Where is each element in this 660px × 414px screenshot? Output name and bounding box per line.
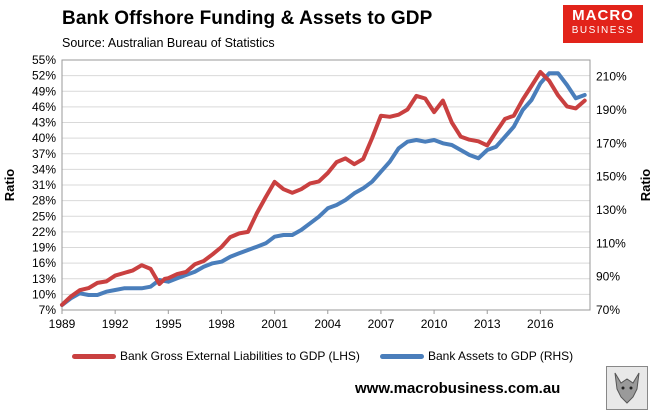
series-line-rhs bbox=[60, 71, 587, 307]
legend-label-lhs: Bank Gross External Liabilities to GDP (… bbox=[120, 349, 360, 363]
x-tick-label: 1992 bbox=[102, 317, 129, 331]
x-tick-label: 2016 bbox=[527, 317, 554, 331]
legend-item-rhs: Bank Assets to GDP (RHS) bbox=[380, 349, 573, 363]
y-right-tick-label: 130% bbox=[596, 203, 627, 217]
y-right-tick-label: 90% bbox=[596, 270, 620, 284]
y-right-tick-label: 170% bbox=[596, 136, 627, 150]
x-tick-label: 2001 bbox=[261, 317, 288, 331]
source-note: Source: Australian Bureau of Statistics bbox=[62, 36, 275, 50]
y-right-tick-label: 110% bbox=[596, 236, 626, 250]
y-left-tick-label: 28% bbox=[32, 194, 56, 208]
y-left-tick-label: 7% bbox=[39, 303, 57, 317]
y-left-tick-label: 37% bbox=[32, 147, 56, 161]
site-url: www.macrobusiness.com.au bbox=[355, 380, 561, 397]
logo-line-1: MACRO bbox=[572, 7, 634, 24]
y-left-tick-label: 10% bbox=[32, 287, 56, 301]
y-axis-left-label: Ratio bbox=[2, 169, 17, 202]
plot-frame bbox=[61, 59, 591, 311]
y-left-tick-label: 52% bbox=[32, 69, 56, 83]
y-right-tick-label: 210% bbox=[596, 70, 627, 84]
y-left-tick-label: 46% bbox=[32, 100, 56, 114]
y-left-tick-label: 16% bbox=[32, 256, 56, 270]
legend-item-lhs: Bank Gross External Liabilities to GDP (… bbox=[72, 349, 360, 363]
y-right-tick-label: 190% bbox=[596, 103, 627, 117]
x-tick-label: 2007 bbox=[368, 317, 395, 331]
logo-line-2: BUSINESS bbox=[571, 25, 635, 36]
x-tick-label: 1995 bbox=[155, 317, 182, 331]
y-left-tick-label: 31% bbox=[32, 178, 56, 192]
macrobusiness-logo: MACRO BUSINESS bbox=[563, 5, 643, 43]
x-tick-label: 1989 bbox=[49, 317, 76, 331]
series-layer bbox=[60, 70, 587, 307]
y-left-tick-label: 19% bbox=[32, 241, 56, 255]
y-left-tick-label: 13% bbox=[32, 272, 56, 286]
x-tick-label: 2013 bbox=[474, 317, 501, 331]
series-line-lhs bbox=[60, 70, 587, 307]
line-chart: 7% 10%13% 16%19% 22% 25%28% 31% 34%37% 40%43% 46… bbox=[2, 53, 653, 331]
y-left-tick-label: 22% bbox=[32, 225, 56, 239]
wolf-logo bbox=[606, 366, 648, 410]
y-left-tick-label: 40% bbox=[32, 131, 56, 145]
y-left-tick-label: 43% bbox=[32, 116, 56, 130]
grid-layer bbox=[62, 59, 590, 311]
y-left-tick-label: 25% bbox=[32, 209, 56, 223]
chart-title: Bank Offshore Funding & Assets to GDP bbox=[62, 8, 433, 29]
legend-swatch-lhs bbox=[72, 353, 116, 359]
x-tick-label: 2010 bbox=[421, 317, 448, 331]
y-left-tick-label: 49% bbox=[32, 84, 56, 98]
y-left-tick-label: 55% bbox=[32, 53, 56, 67]
x-tick-label: 1998 bbox=[208, 317, 235, 331]
tick-layer: 7% 10%13% 16%19% 22% 25%28% 31% 34%37% 40%43% 46… bbox=[32, 53, 627, 331]
wolf-icon bbox=[614, 372, 640, 404]
y-right-tick-label: 70% bbox=[596, 303, 620, 317]
x-tick-label: 2004 bbox=[314, 317, 341, 331]
y-axis-right-label: Ratio bbox=[638, 169, 653, 202]
y-left-tick-label: 34% bbox=[32, 162, 56, 176]
legend-label-rhs: Bank Assets to GDP (RHS) bbox=[428, 349, 574, 363]
y-right-tick-label: 150% bbox=[596, 170, 627, 184]
legend-swatch-rhs bbox=[380, 353, 424, 359]
